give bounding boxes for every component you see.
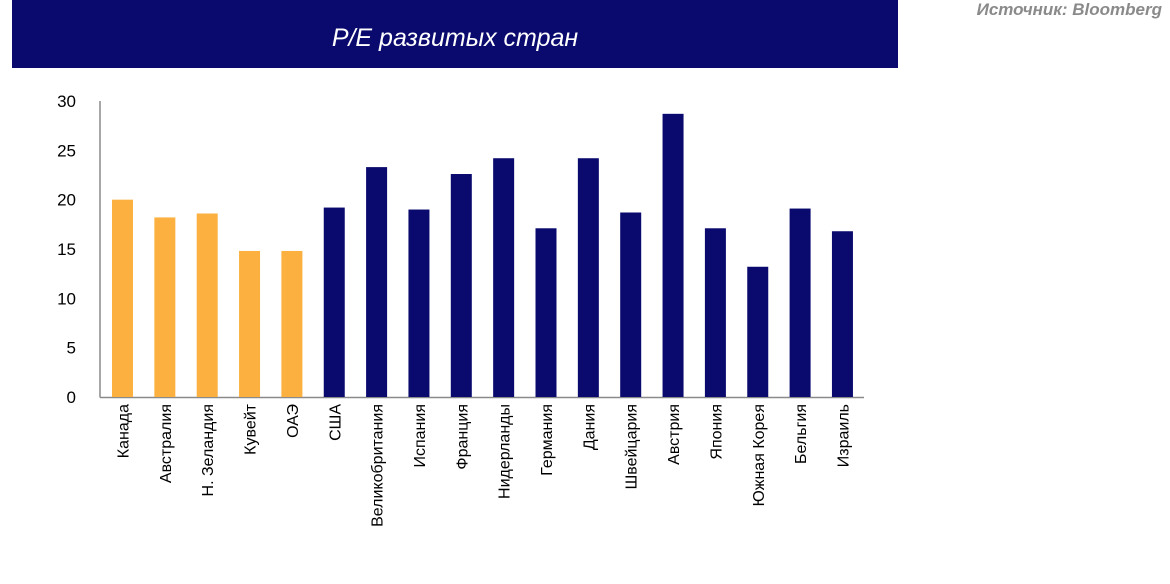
bar (535, 228, 557, 397)
x-category-label: Дания (581, 404, 598, 450)
bar (789, 208, 811, 397)
x-category-label: Израиль (835, 404, 852, 467)
y-tick-label: 20 (57, 191, 76, 210)
y-tick-label: 5 (67, 339, 76, 358)
y-tick-label: 15 (57, 240, 76, 259)
x-category-label: Н. Зеландия (200, 404, 217, 496)
y-tick-label: 30 (57, 92, 76, 111)
x-category-label: Бельгия (793, 404, 810, 464)
bar (831, 231, 853, 397)
bar (408, 209, 430, 397)
bar (577, 158, 599, 397)
x-category-label: Франция (454, 404, 471, 470)
x-category-label: Япония (708, 404, 725, 460)
x-category-label: Австрия (666, 404, 683, 465)
bar (366, 167, 388, 397)
x-category-label: Южная Корея (751, 404, 768, 506)
bar (154, 217, 176, 397)
bar (450, 174, 472, 397)
bar (662, 113, 684, 398)
x-category-label: Испания (412, 404, 429, 468)
x-category-label: Швейцария (624, 404, 641, 489)
x-category-label: Австралия (158, 404, 175, 483)
bar (747, 266, 769, 397)
x-category-label: Германия (539, 404, 556, 476)
x-category-label: Великобритания (370, 404, 387, 527)
y-tick-label: 10 (57, 289, 76, 308)
bar (239, 250, 261, 397)
bar (112, 199, 133, 397)
x-category-label: Нидерланды (497, 404, 514, 499)
bar (196, 213, 218, 397)
x-category-label: Канада (116, 404, 133, 458)
bar (323, 207, 345, 397)
bar (493, 158, 515, 397)
source-note: Источник: Bloomberg (976, 0, 1162, 19)
bar (281, 250, 303, 397)
y-tick-label: 25 (57, 141, 76, 160)
y-tick-label: 0 (67, 388, 76, 407)
bar (704, 228, 726, 397)
chart-title: P/E развитых стран (331, 23, 579, 52)
x-category-label: ОАЭ (285, 404, 302, 438)
x-category-label: Кувейт (243, 403, 260, 454)
title-banner: P/E развитых стран (12, 0, 898, 68)
x-category-label: США (327, 404, 344, 441)
bar (620, 212, 642, 397)
